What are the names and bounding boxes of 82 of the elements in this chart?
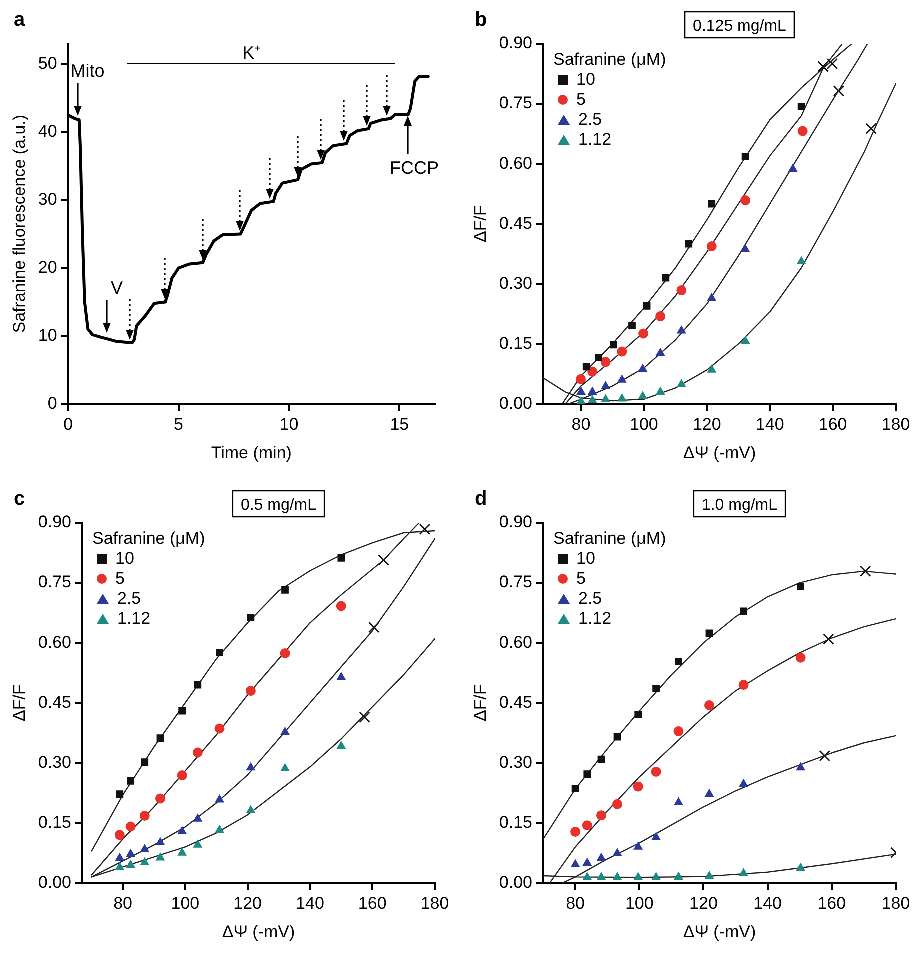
y-tick-label: 0.90 (499, 34, 532, 53)
x-tick-label: 80 (566, 894, 585, 914)
x-axis-title: Time (min) (211, 443, 292, 462)
x-axis-title: ΔΨ (-mV) (683, 443, 756, 462)
y-tick-label: 0.30 (499, 274, 532, 293)
y-tick-label: 0.30 (499, 752, 532, 772)
y-tick-label: 30 (38, 190, 58, 209)
y-tick-label: 0.90 (38, 512, 72, 532)
legend-label: 10 (115, 549, 134, 569)
chart-title: c (14, 488, 26, 510)
legend-title: Safranine (μM) (553, 50, 666, 70)
y-tick-label: 20 (38, 258, 58, 277)
x-tick-label: 120 (690, 894, 718, 914)
legend-label: 10 (576, 549, 596, 569)
y-tick-label: 0.45 (499, 692, 532, 712)
chart-title: d (475, 488, 488, 510)
annotation: FCCP (390, 158, 439, 178)
legend-label: 1.12 (117, 609, 151, 629)
y-tick-label: 0.15 (499, 334, 532, 353)
legend-label: 1.12 (578, 130, 612, 150)
x-tick-label: 140 (756, 415, 784, 434)
legend-label: 5 (576, 569, 586, 589)
y-tick-label: 0.45 (38, 692, 72, 712)
x-tick-label: 180 (882, 415, 910, 434)
annotation: K⁺ (242, 43, 261, 63)
legend-label: 2.5 (578, 589, 602, 609)
legend-label: 2.5 (578, 110, 602, 130)
chart-title: a (14, 9, 26, 31)
x-tick-label: 160 (818, 415, 848, 434)
x-tick-label: 140 (754, 894, 782, 914)
legend-title: Safranine (μM) (92, 529, 206, 549)
x-tick-label: 100 (171, 894, 200, 914)
x-tick-label: 100 (630, 415, 658, 434)
y-tick-label: 0.00 (38, 872, 72, 892)
y-axis-title: ΔF/F (470, 206, 490, 243)
legend-label: 5 (576, 90, 586, 110)
chart-subtitle: 1.0 mg/mL (702, 497, 778, 514)
y-tick-label: 0.15 (499, 812, 532, 832)
x-tick-label: 180 (420, 894, 450, 914)
annotation: V (110, 278, 123, 298)
y-axis-title: ΔF/F (470, 684, 490, 722)
y-axis-title: ΔF/F (10, 684, 29, 722)
y-tick-label: 0.60 (38, 632, 72, 652)
x-tick-label: 140 (296, 894, 324, 914)
chart-subtitle: 0.125 mg/mL (693, 18, 787, 35)
y-tick-label: 0 (48, 394, 58, 413)
y-tick-label: 10 (38, 326, 58, 345)
y-tick-label: 0.75 (499, 572, 532, 592)
chart-subtitle: 0.5 mg/mL (240, 497, 317, 514)
x-tick-label: 160 (358, 894, 387, 914)
legend-label: 5 (115, 569, 125, 589)
legend-label: 2.5 (117, 589, 142, 609)
x-tick-label: 80 (114, 894, 132, 914)
x-tick-label: 80 (572, 415, 591, 434)
chart-title: b (475, 9, 488, 31)
x-tick-label: 100 (625, 894, 654, 914)
y-tick-label: 0.90 (499, 512, 532, 532)
y-axis-title: Safranine fluorescence (a.u.) (10, 114, 29, 334)
annotation: Mito (70, 60, 105, 81)
x-axis-title: ΔΨ (-mV) (683, 922, 756, 942)
y-tick-label: 0.45 (499, 214, 532, 233)
y-tick-label: 0.60 (499, 632, 532, 652)
x-tick-label: 10 (280, 415, 299, 434)
legend-label: 1.12 (578, 609, 612, 629)
legend-title: Safranine (μM) (553, 529, 666, 549)
legend-label: 10 (576, 70, 596, 90)
x-tick-label: 120 (692, 415, 722, 434)
y-tick-label: 0.15 (38, 812, 72, 832)
y-tick-label: 40 (38, 122, 58, 142)
y-tick-label: 0.00 (499, 394, 532, 413)
x-axis-title: ΔΨ (-mV) (222, 922, 296, 942)
x-tick-label: 160 (818, 894, 846, 914)
y-tick-label: 0.30 (38, 752, 72, 772)
y-tick-label: 0.00 (499, 872, 532, 892)
y-tick-label: 50 (38, 54, 58, 74)
y-tick-label: 0.60 (499, 154, 532, 173)
x-tick-label: 15 (390, 415, 410, 434)
x-tick-label: 180 (882, 894, 910, 914)
x-tick-label: 120 (234, 894, 262, 914)
x-tick-label: 5 (174, 415, 184, 434)
y-tick-label: 0.75 (499, 94, 532, 113)
y-tick-label: 0.75 (38, 572, 72, 592)
